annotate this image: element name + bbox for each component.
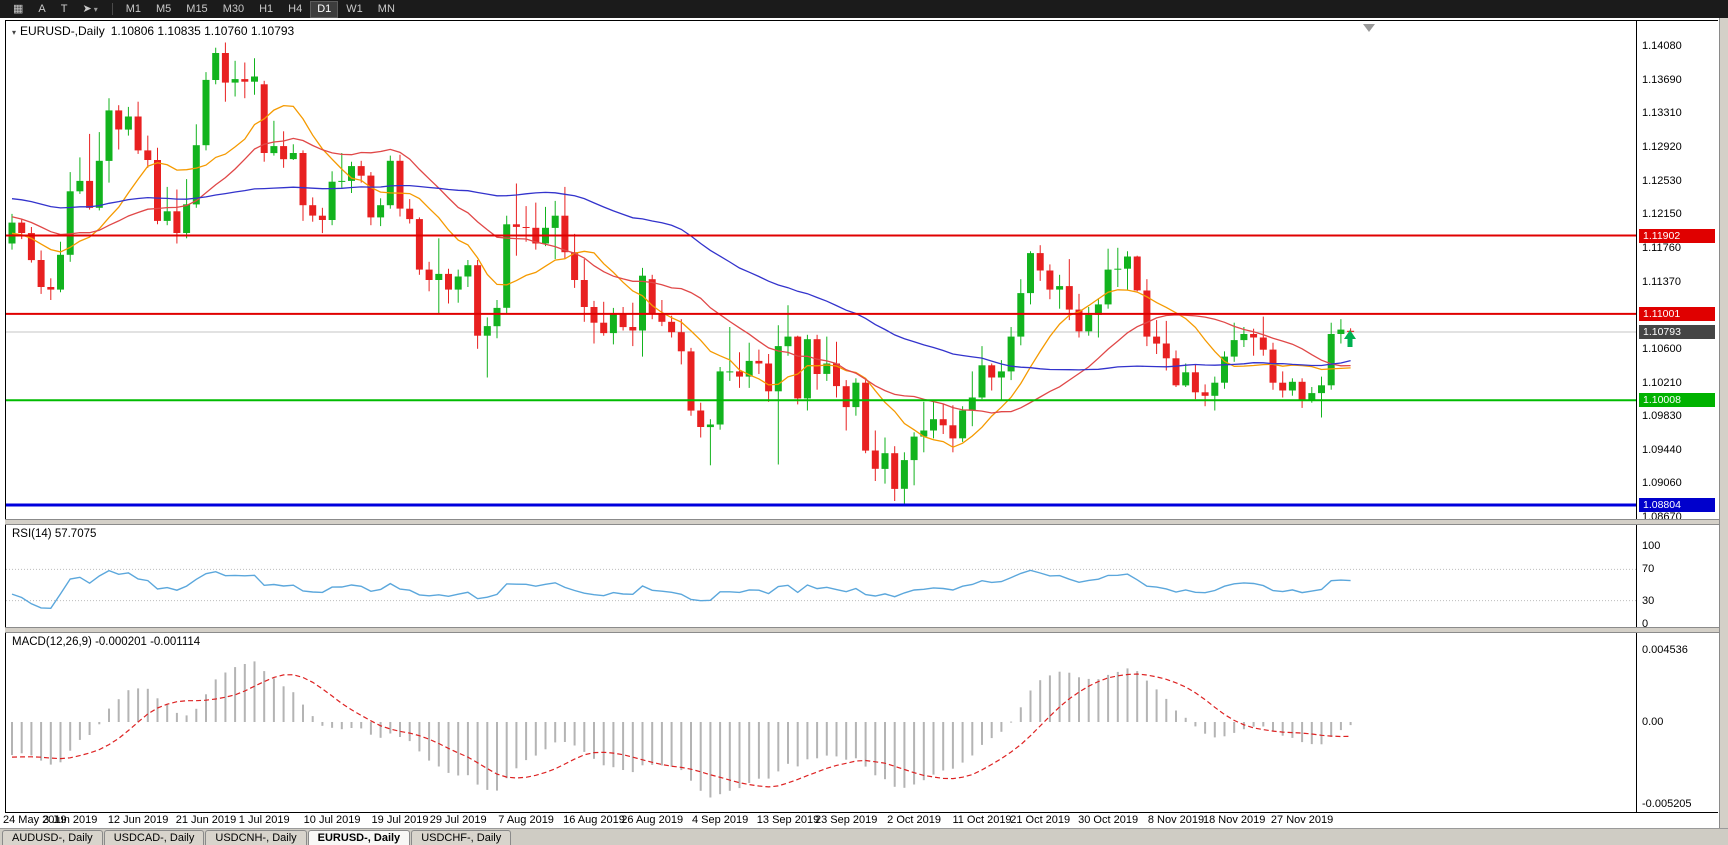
chart-tab-usdchf-daily[interactable]: USDCHF-, Daily: [411, 830, 512, 845]
level-price-badge: 1.10008: [1639, 393, 1715, 408]
rsi-label: RSI(14) 57.7075: [12, 528, 97, 540]
price-axis-border: [1636, 20, 1637, 813]
time-axis-label: 8 Nov 2019: [1147, 814, 1205, 826]
level-price-badge: 1.11902: [1639, 228, 1715, 243]
time-axis-label: 30 Oct 2019: [1078, 814, 1139, 826]
rsi-line: [11, 569, 1351, 610]
price-axis: 1.14080 1.13690 1.13310 1.12920 1.12530 1.121…: [1639, 0, 1718, 845]
current-price-badge: 1.10793: [1639, 325, 1715, 339]
rsi-panel-canvas[interactable]: [6, 525, 1636, 627]
rsi-scale-tick: 0: [1642, 618, 1649, 630]
time-axis: 24 May 2019 3 Jun 2019 12 Jun 2019 21 Jun 2…: [0, 813, 1636, 828]
timeframe-button-h4[interactable]: H4: [288, 2, 303, 15]
chart-tab-usdcnh-daily[interactable]: USDCNH-, Daily: [205, 830, 307, 845]
macd-scale-tick: -0.005205: [1642, 798, 1692, 811]
price-tick: 1.09440: [1642, 443, 1682, 456]
price-tick: 1.10600: [1642, 342, 1682, 355]
time-axis-label: 3 Jun 2019: [42, 814, 98, 826]
chart-menu-icon[interactable]: ▾: [12, 28, 17, 37]
macd-signal-line: [11, 673, 1351, 788]
price-tick: 1.09060: [1642, 476, 1682, 489]
time-axis-label: 2 Oct 2019: [887, 814, 942, 826]
chart-mode-button[interactable]: ▦: [13, 2, 24, 15]
chart-frame-top: [5, 20, 1718, 21]
chart-frame-left: [5, 20, 6, 813]
time-axis-label: 12 Jun 2019: [107, 814, 169, 826]
timeframe-button-mn[interactable]: MN: [377, 2, 395, 15]
timeframe-button-h1[interactable]: H1: [259, 2, 274, 15]
time-axis-label: 13 Sep 2019: [756, 814, 820, 826]
timeframe-button-m15[interactable]: M15: [186, 2, 208, 15]
price-tick: 1.14080: [1642, 40, 1682, 52]
timeframe-button-m30[interactable]: M30: [222, 2, 245, 15]
price-tick: 1.12150: [1642, 207, 1682, 220]
time-axis-label: 10 Jul 2019: [303, 814, 361, 826]
chart-frame-bottom: [5, 812, 1718, 813]
price-tick: 1.11370: [1642, 275, 1681, 288]
chart-ohlc-values: 1.10806 1.10835 1.10760 1.10793: [110, 24, 295, 38]
time-axis-label: 23 Sep 2019: [814, 814, 878, 826]
time-axis-label: 7 Aug 2019: [498, 814, 554, 826]
ma-21-line: [11, 137, 1351, 414]
time-axis-label: 26 Aug 2019: [621, 814, 684, 826]
rsi-scale-tick: 70: [1642, 563, 1655, 576]
chart-tab-bar: AUDUSD-, Daily USDCAD-, Daily USDCNH-, Dai…: [0, 828, 1728, 845]
time-axis-label: 21 Jun 2019: [175, 814, 237, 826]
rsi-scale-tick: 30: [1642, 594, 1655, 607]
price-tick: 1.13310: [1642, 107, 1682, 119]
timeframe-button-d1[interactable]: D1: [310, 0, 339, 18]
main-chart-canvas[interactable]: [6, 21, 1636, 519]
price-tick: 1.09830: [1642, 409, 1682, 422]
chart-tab-audusd-daily[interactable]: AUDUSD-, Daily: [2, 830, 103, 845]
price-tick: 1.12530: [1642, 174, 1682, 187]
panel-splitter-rsi[interactable]: [5, 519, 1719, 525]
right-scrollbar[interactable]: [1719, 18, 1728, 828]
timeframe-button-m1[interactable]: M1: [125, 2, 141, 15]
dropdown-arrow-icon: ▾: [93, 4, 98, 14]
timeframe-button-w1[interactable]: W1: [346, 2, 363, 15]
macd-scale-tick: 0.004536: [1642, 644, 1688, 657]
macd-scale-tick: 0.00: [1642, 716, 1664, 728]
price-tick: 1.12920: [1642, 140, 1682, 153]
toolbar-autoscroll-button[interactable]: A: [38, 2, 46, 15]
toolbar-separator: [111, 3, 113, 15]
toolbar-chart-shift-button[interactable]: T: [60, 2, 68, 15]
rsi-scale-tick: 100: [1642, 540, 1661, 552]
level-price-badge: 1.11001: [1639, 306, 1715, 321]
panel-splitter-macd[interactable]: [5, 627, 1719, 633]
ma-50-line: [11, 184, 1351, 371]
time-axis-label: 11 Oct 2019: [952, 814, 1012, 826]
chart-symbol-period: EURUSD-,Daily: [20, 24, 105, 38]
price-tick: 1.11760: [1642, 241, 1681, 254]
toolbar: ▦ A T ➤ ▾ M1 M5 M15 M30 H1 H4 D1 W1 MN: [0, 0, 1728, 18]
price-tick: 1.13690: [1642, 73, 1682, 86]
time-axis-label: 21 Oct 2019: [1010, 814, 1071, 826]
time-axis-label: 1 Jul 2019: [238, 814, 290, 826]
level-price-badge: 1.08804: [1639, 498, 1715, 512]
macd-label: MACD(12,26,9) -0.000201 -0.001114: [12, 636, 201, 648]
macd-panel-canvas[interactable]: [6, 633, 1636, 812]
price-tick: 1.10210: [1642, 376, 1682, 389]
time-axis-label: 4 Sep 2019: [691, 814, 749, 826]
chart-tab-eurusd-daily[interactable]: EURUSD-, Daily: [307, 830, 411, 845]
time-axis-label: 29 Jul 2019: [429, 814, 487, 826]
chart-shift-marker-icon: [1363, 24, 1375, 32]
time-axis-label: 16 Aug 2019: [563, 814, 625, 826]
chart-tab-usdcad-daily[interactable]: USDCAD-, Daily: [103, 830, 205, 845]
time-axis-label: 27 Nov 2019: [1270, 814, 1334, 826]
timeframe-button-m5[interactable]: M5: [156, 2, 172, 15]
cursor-button[interactable]: ➤ ▾: [82, 2, 98, 15]
time-axis-label: 18 Nov 2019: [1202, 814, 1266, 826]
ma-10-line: [11, 104, 1351, 448]
chart-title: ▾ EURUSD-,Daily 1.10806 1.10835 1.10760 1.…: [12, 24, 294, 38]
time-axis-label: 24 May 2019: [3, 814, 67, 826]
time-axis-label: 19 Jul 2019: [371, 814, 429, 826]
buy-arrow-icon: [1344, 330, 1356, 347]
